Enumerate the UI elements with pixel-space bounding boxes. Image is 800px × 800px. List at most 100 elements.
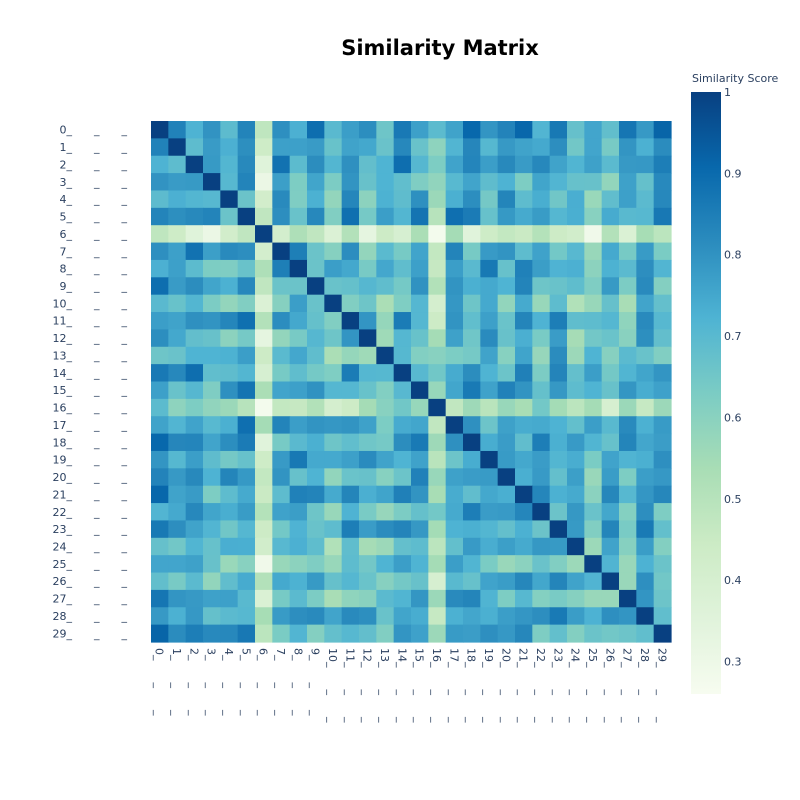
heatmap-cell — [272, 468, 291, 487]
heatmap-cell — [255, 520, 273, 539]
heatmap-cell — [445, 364, 464, 383]
heatmap-cell — [636, 329, 655, 348]
heatmap-cell — [203, 416, 221, 435]
heatmap-cell — [532, 312, 551, 330]
heatmap-cell — [463, 607, 481, 626]
heatmap-cell — [359, 607, 377, 626]
heatmap-cell — [619, 416, 637, 435]
heatmap-cell — [549, 607, 568, 626]
heatmap-cell — [515, 242, 533, 261]
heatmap-cell — [272, 242, 291, 261]
heatmap-cell — [636, 225, 655, 244]
heatmap-cell — [619, 433, 637, 452]
heatmap-cell — [549, 207, 568, 226]
heatmap-cell — [532, 329, 551, 348]
heatmap-cell — [567, 520, 585, 539]
heatmap-cell — [619, 537, 637, 556]
heatmap-cell — [497, 624, 516, 643]
heatmap-cell — [549, 121, 568, 139]
heatmap-cell — [497, 121, 516, 139]
heatmap-cell — [237, 259, 256, 278]
heatmap-cell — [341, 537, 360, 556]
heatmap-cell — [497, 485, 516, 504]
heatmap-cell — [237, 537, 256, 556]
heatmap-cell — [445, 312, 464, 330]
heatmap-cell — [203, 555, 221, 574]
heatmap-cell — [497, 398, 516, 417]
heatmap-cell — [463, 155, 481, 174]
heatmap-cell — [359, 121, 377, 139]
heatmap-cell — [567, 294, 585, 313]
heatmap-cell — [584, 312, 603, 330]
heatmap-cell — [203, 190, 221, 209]
heatmap-cell — [601, 207, 620, 226]
heatmap-cell — [237, 138, 256, 157]
heatmap-cell — [445, 520, 464, 539]
heatmap-cell — [515, 294, 533, 313]
heatmap-cell — [567, 121, 585, 139]
x-tick-label: 15_ _ _ — [413, 648, 426, 745]
heatmap-cell — [359, 242, 377, 261]
heatmap-cell — [549, 294, 568, 313]
heatmap-cell — [567, 207, 585, 226]
heatmap-cell — [289, 294, 308, 313]
heatmap-cell — [168, 433, 187, 452]
heatmap-cell — [185, 294, 204, 313]
heatmap-cell — [428, 416, 447, 435]
heatmap-cell — [307, 607, 325, 626]
heatmap-cell — [445, 398, 464, 417]
heatmap-cell — [480, 173, 499, 192]
heatmap-cell — [445, 155, 464, 174]
heatmap-cell — [220, 329, 239, 348]
heatmap-cell — [636, 346, 655, 365]
x-tick-label: 3_ _ _ — [205, 648, 218, 738]
heatmap-cell — [497, 537, 516, 556]
heatmap-cell — [636, 485, 655, 504]
heatmap-cell — [359, 468, 377, 487]
heatmap-cell — [463, 364, 481, 383]
heatmap-cell — [601, 364, 620, 383]
heatmap-cell — [549, 450, 568, 469]
heatmap-cell — [428, 485, 447, 504]
heatmap-cell — [584, 364, 603, 383]
heatmap-cell — [653, 537, 672, 556]
heatmap-cell — [411, 468, 429, 487]
heatmap-cell — [272, 173, 291, 192]
heatmap-cell — [584, 398, 603, 417]
heatmap-cell — [359, 381, 377, 400]
heatmap-cell — [185, 624, 204, 643]
heatmap-cell — [168, 242, 187, 261]
heatmap-cell — [515, 503, 533, 522]
heatmap-cell — [151, 607, 169, 626]
heatmap-cell — [237, 520, 256, 539]
heatmap-cell — [480, 381, 499, 400]
heatmap-cell — [289, 329, 308, 348]
heatmap-cell — [584, 242, 603, 261]
x-tick-label: 16_ _ _ — [430, 648, 443, 745]
heatmap-cell — [237, 190, 256, 209]
heatmap-cell — [359, 520, 377, 539]
heatmap-cell — [480, 520, 499, 539]
heatmap-cell — [203, 433, 221, 452]
heatmap-cell — [151, 173, 169, 192]
heatmap-cell — [185, 346, 204, 365]
heatmap-cell — [445, 259, 464, 278]
heatmap-cell — [619, 225, 637, 244]
heatmap-cell — [341, 364, 360, 383]
heatmap-cell — [359, 190, 377, 209]
heatmap-cell — [307, 329, 325, 348]
heatmap-cell — [255, 207, 273, 226]
heatmap-cell — [376, 381, 395, 400]
heatmap-cell — [341, 346, 360, 365]
heatmap-cell — [619, 190, 637, 209]
heatmap-cell — [445, 277, 464, 296]
heatmap-cell — [463, 485, 481, 504]
heatmap-cell — [272, 555, 291, 574]
heatmap-cell — [463, 520, 481, 539]
heatmap-cell — [584, 173, 603, 192]
heatmap-cell — [480, 294, 499, 313]
heatmap-cell — [185, 381, 204, 400]
heatmap-cell — [411, 416, 429, 435]
heatmap-cell — [307, 503, 325, 522]
heatmap-cell — [393, 190, 412, 209]
